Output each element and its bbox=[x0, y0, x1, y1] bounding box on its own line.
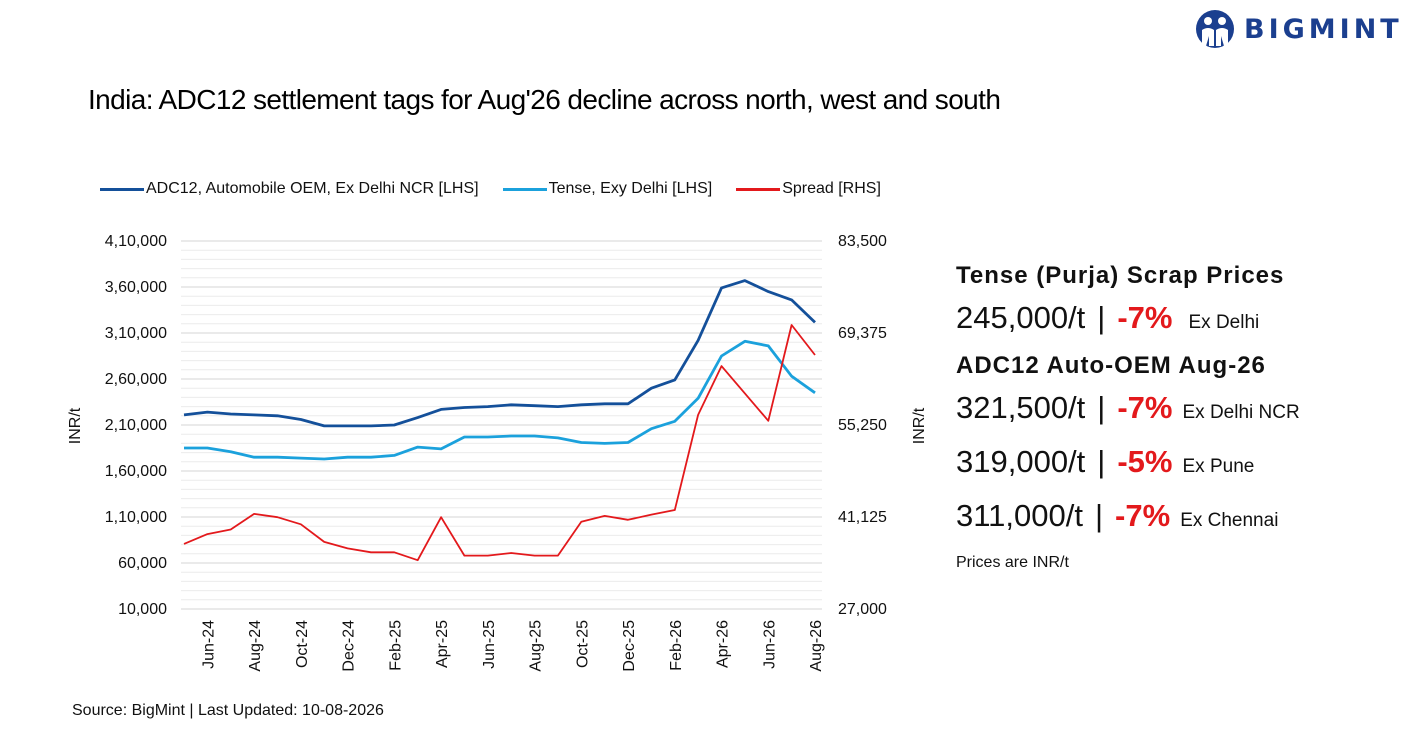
adc-price-row: 319,000/t | -5% Ex Pune bbox=[956, 444, 1416, 480]
adc-price-value: 311,000/t bbox=[956, 498, 1083, 533]
y-right-tick-label: 83,500 bbox=[838, 233, 887, 250]
x-tick-label: Dec-24 bbox=[341, 620, 358, 672]
legend-item-spread: Spread [RHS] bbox=[736, 180, 881, 198]
legend-item-tense: Tense, Exy Delhi [LHS] bbox=[502, 180, 713, 198]
y-right-tick-label: 41,125 bbox=[838, 509, 887, 526]
x-tick-label: Dec-25 bbox=[621, 620, 638, 672]
tense-price-value: 245,000/t bbox=[956, 300, 1086, 335]
adc-price-row: 311,000/t | -7% Ex Chennai bbox=[956, 498, 1416, 534]
legend-swatch-adc12 bbox=[100, 187, 144, 191]
adc-price-change: -7% bbox=[1115, 498, 1171, 533]
adc-price-value: 319,000/t bbox=[956, 444, 1086, 479]
x-tick-label: Jun-26 bbox=[761, 620, 778, 669]
tense-price-row: 245,000/t | -7% Ex Delhi bbox=[956, 300, 1416, 336]
series-line-adc12 bbox=[183, 279, 816, 428]
y-left-tick-label: 3,10,000 bbox=[105, 325, 167, 342]
legend-label-spread: Spread [RHS] bbox=[782, 180, 881, 197]
adc-price-change: -7% bbox=[1117, 390, 1173, 425]
y-left-tick-label: 1,60,000 bbox=[105, 463, 167, 480]
adc-price-separator: | bbox=[1097, 390, 1106, 425]
y-left-tick-label: 1,10,000 bbox=[105, 509, 167, 526]
series-line-tense bbox=[184, 339, 816, 461]
y-right-tick-label: 55,250 bbox=[838, 417, 887, 434]
legend-swatch-spread bbox=[736, 187, 781, 191]
y-right-tick-label: 69,375 bbox=[838, 325, 887, 342]
tense-heading: Tense (Purja) Scrap Prices bbox=[956, 262, 1285, 289]
legend-label-tense: Tense, Exy Delhi [LHS] bbox=[548, 180, 713, 197]
x-tick-label: Jun-24 bbox=[200, 620, 217, 669]
units-note: Prices are INR/t bbox=[956, 554, 1069, 571]
price-summary-panel: Tense (Purja) Scrap Prices 245,000/t | -… bbox=[956, 262, 1416, 572]
adc-price-separator: | bbox=[1097, 444, 1106, 479]
y-left-tick-label: 2,10,000 bbox=[105, 417, 167, 434]
adc-price-separator: | bbox=[1094, 498, 1104, 533]
adc-price-change: -5% bbox=[1117, 444, 1173, 479]
adc-price-location: Ex Chennai bbox=[1180, 510, 1279, 531]
y-right-tick-label: 27,000 bbox=[838, 601, 887, 618]
adc-price-row: 321,500/t | -7% Ex Delhi NCR bbox=[956, 390, 1416, 426]
brand-logo: BIGMINT bbox=[1194, 6, 1403, 52]
y-left-tick-label: 10,000 bbox=[118, 601, 167, 618]
tense-price-change: -7% bbox=[1117, 300, 1173, 335]
x-tick-label: Jun-25 bbox=[481, 620, 498, 669]
tense-price-location: Ex Delhi bbox=[1188, 312, 1260, 333]
adc-price-value: 321,500/t bbox=[956, 390, 1086, 425]
legend-item-adc12: ADC12, Automobile OEM, Ex Delhi NCR [LHS… bbox=[100, 180, 479, 198]
y-left-tick-label: 3,60,000 bbox=[105, 279, 167, 296]
chart-title: India: ADC12 settlement tags for Aug'26 … bbox=[88, 84, 1001, 115]
y-left-tick-label: 4,10,000 bbox=[105, 233, 167, 250]
bigmint-logo-icon bbox=[1196, 10, 1234, 48]
adc-heading: ADC12 Auto-OEM Aug-26 bbox=[956, 352, 1266, 379]
series-line-spread bbox=[183, 324, 816, 562]
adc-price-location: Ex Pune bbox=[1182, 456, 1255, 477]
brand-name: BIGMINT bbox=[1244, 13, 1403, 45]
line-chart: 10,000 60,000 1,10,000 1,60,000 2,10,000 2,60… bbox=[67, 233, 928, 672]
x-tick-label: Oct-25 bbox=[574, 620, 591, 668]
y-right-axis-label: INR/t bbox=[911, 407, 928, 444]
y-left-axis-label: INR/t bbox=[67, 407, 84, 444]
source-note: Source: BigMint | Last Updated: 10-08-20… bbox=[72, 702, 384, 719]
legend-swatch-tense bbox=[502, 187, 547, 191]
x-tick-label: Oct-24 bbox=[294, 620, 311, 668]
x-tick-label: Aug-26 bbox=[808, 620, 825, 672]
x-tick-label: Apr-26 bbox=[715, 620, 732, 668]
x-tick-label: Aug-25 bbox=[528, 620, 545, 672]
legend-label-adc12: ADC12, Automobile OEM, Ex Delhi NCR [LHS… bbox=[146, 180, 479, 197]
adc-price-location: Ex Delhi NCR bbox=[1182, 402, 1300, 423]
y-left-tick-label: 2,60,000 bbox=[105, 371, 167, 388]
chart-legend: ADC12, Automobile OEM, Ex Delhi NCR [LHS… bbox=[100, 180, 905, 198]
x-tick-label: Feb-25 bbox=[387, 620, 404, 671]
y-left-tick-label: 60,000 bbox=[118, 555, 167, 572]
x-tick-label: Aug-24 bbox=[247, 620, 264, 672]
tense-price-separator: | bbox=[1097, 300, 1106, 335]
x-tick-label: Apr-25 bbox=[434, 620, 451, 668]
x-tick-label: Feb-26 bbox=[668, 620, 685, 671]
